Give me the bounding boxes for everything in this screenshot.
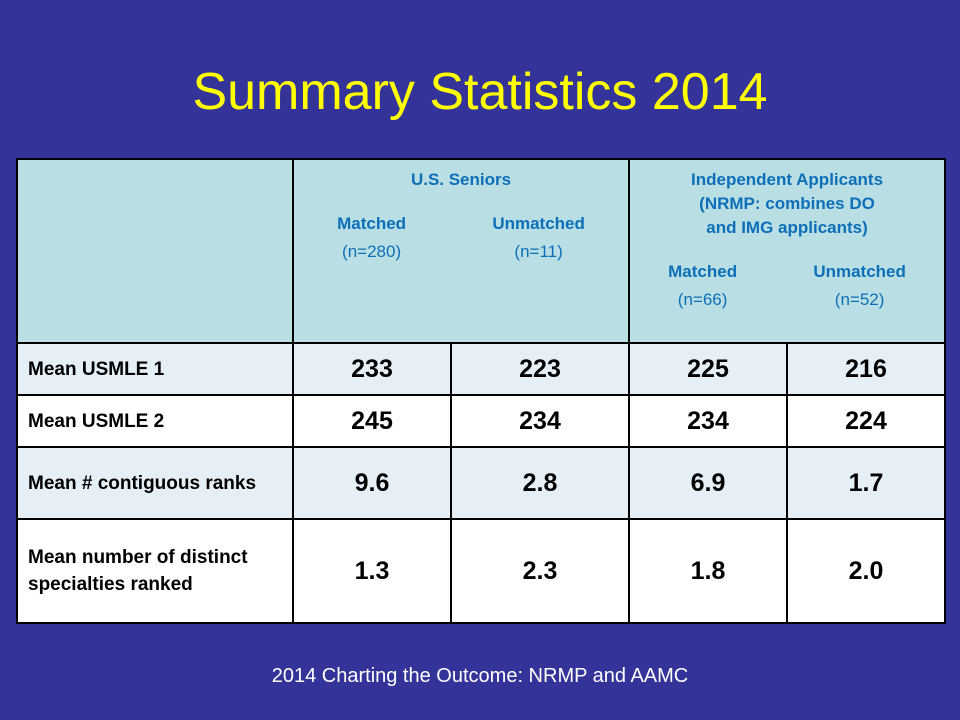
independent-title: Independent Applicants (NRMP: combines D… xyxy=(630,160,944,240)
cell-ind-unmatched: 224 xyxy=(786,394,947,448)
cell-ind-unmatched: 2.0 xyxy=(786,518,947,624)
independent-unmatched-header: Unmatched (n=52) xyxy=(813,258,906,314)
row-label: Mean USMLE 1 xyxy=(16,342,294,396)
independent-subheaders: Matched (n=66) Unmatched (n=52) xyxy=(630,258,944,314)
cell-us-matched: 245 xyxy=(292,394,452,448)
table-row-distinct-specialties: Mean number of distinct specialties rank… xyxy=(16,518,947,624)
independent-title-line2: (NRMP: combines DO xyxy=(699,194,875,213)
source-citation: 2014 Charting the Outcome: NRMP and AAMC xyxy=(271,665,689,687)
cell-us-unmatched: 234 xyxy=(449,394,631,448)
us-matched-n: (n=280) xyxy=(342,242,402,261)
us-unmatched-n: (n=11) xyxy=(514,242,563,261)
table-row-usmle1: Mean USMLE 1 233 223 225 216 xyxy=(16,342,947,396)
row-label: Mean # contiguous ranks xyxy=(16,446,294,520)
independent-title-line3: and IMG applicants) xyxy=(706,218,868,237)
row-label: Mean number of distinct specialties rank… xyxy=(16,518,294,624)
cell-us-matched: 233 xyxy=(292,342,452,396)
header-independent-applicants: Independent Applicants (NRMP: combines D… xyxy=(628,158,947,344)
cell-ind-unmatched: 1.7 xyxy=(786,446,947,520)
header-blank-cell xyxy=(16,158,294,344)
slide-title: Summary Statistics 2014 xyxy=(192,63,768,121)
us-unmatched-label: Unmatched xyxy=(492,214,585,233)
us-seniors-unmatched-header: Unmatched (n=11) xyxy=(492,210,585,266)
cell-ind-matched: 234 xyxy=(628,394,789,448)
table-row-contiguous-ranks: Mean # contiguous ranks 9.6 2.8 6.9 1.7 xyxy=(16,446,947,520)
ind-unmatched-n: (n=52) xyxy=(834,290,885,309)
us-seniors-matched-header: Matched (n=280) xyxy=(337,210,406,266)
header-us-seniors: U.S. Seniors Matched (n=280) Unmatched (… xyxy=(291,158,631,344)
table-header-row: U.S. Seniors Matched (n=280) Unmatched (… xyxy=(16,158,947,344)
cell-us-unmatched: 2.3 xyxy=(449,518,631,624)
us-seniors-title: U.S. Seniors xyxy=(410,170,512,189)
ind-unmatched-label: Unmatched xyxy=(813,262,906,281)
independent-title-line1: Independent Applicants xyxy=(691,170,884,189)
ind-matched-n: (n=66) xyxy=(677,290,728,309)
cell-ind-matched: 1.8 xyxy=(628,518,789,624)
summary-table: U.S. Seniors Matched (n=280) Unmatched (… xyxy=(16,158,947,624)
cell-us-unmatched: 223 xyxy=(449,342,631,396)
cell-us-unmatched: 2.8 xyxy=(449,446,631,520)
cell-ind-matched: 225 xyxy=(628,342,789,396)
us-matched-label: Matched xyxy=(337,214,407,233)
cell-us-matched: 1.3 xyxy=(292,518,452,624)
cell-ind-matched: 6.9 xyxy=(628,446,789,520)
table-row-usmle2: Mean USMLE 2 245 234 234 224 xyxy=(16,394,947,448)
ind-matched-label: Matched xyxy=(668,262,738,281)
row-label: Mean USMLE 2 xyxy=(16,394,294,448)
cell-ind-unmatched: 216 xyxy=(786,342,947,396)
independent-matched-header: Matched (n=66) xyxy=(668,258,737,314)
cell-us-matched: 9.6 xyxy=(292,446,452,520)
us-seniors-subheaders: Matched (n=280) Unmatched (n=11) xyxy=(294,210,628,266)
